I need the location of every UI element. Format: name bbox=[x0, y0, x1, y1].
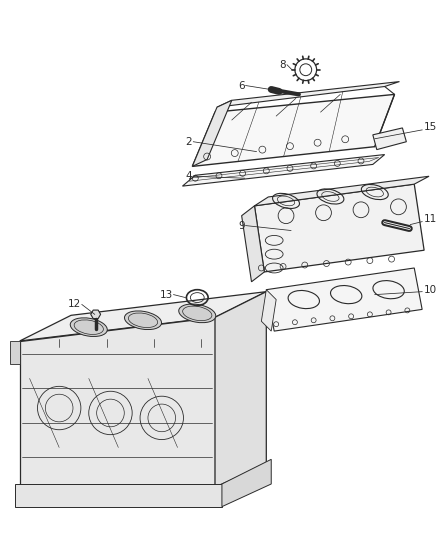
Polygon shape bbox=[242, 206, 264, 282]
Text: 11: 11 bbox=[424, 214, 438, 224]
Text: 6: 6 bbox=[238, 80, 244, 91]
Polygon shape bbox=[373, 128, 406, 150]
Polygon shape bbox=[20, 317, 215, 487]
Text: 8: 8 bbox=[279, 60, 286, 70]
Polygon shape bbox=[261, 289, 276, 331]
Ellipse shape bbox=[179, 304, 216, 322]
Polygon shape bbox=[266, 268, 422, 331]
Polygon shape bbox=[254, 184, 424, 272]
Text: 10: 10 bbox=[424, 285, 437, 295]
Ellipse shape bbox=[70, 318, 107, 336]
Text: 12: 12 bbox=[67, 300, 81, 310]
Text: 15: 15 bbox=[424, 122, 438, 132]
Polygon shape bbox=[254, 176, 429, 206]
Text: 13: 13 bbox=[159, 289, 173, 300]
Polygon shape bbox=[20, 292, 266, 341]
Polygon shape bbox=[10, 341, 20, 364]
Text: 2: 2 bbox=[186, 137, 192, 147]
Ellipse shape bbox=[124, 311, 162, 329]
Polygon shape bbox=[15, 484, 222, 507]
Polygon shape bbox=[192, 100, 232, 166]
Polygon shape bbox=[192, 94, 395, 166]
Polygon shape bbox=[215, 292, 266, 487]
Polygon shape bbox=[217, 82, 399, 107]
Polygon shape bbox=[91, 310, 101, 319]
Polygon shape bbox=[183, 155, 385, 186]
Polygon shape bbox=[222, 459, 271, 507]
Text: 4: 4 bbox=[186, 171, 192, 181]
Text: 9: 9 bbox=[238, 221, 244, 231]
